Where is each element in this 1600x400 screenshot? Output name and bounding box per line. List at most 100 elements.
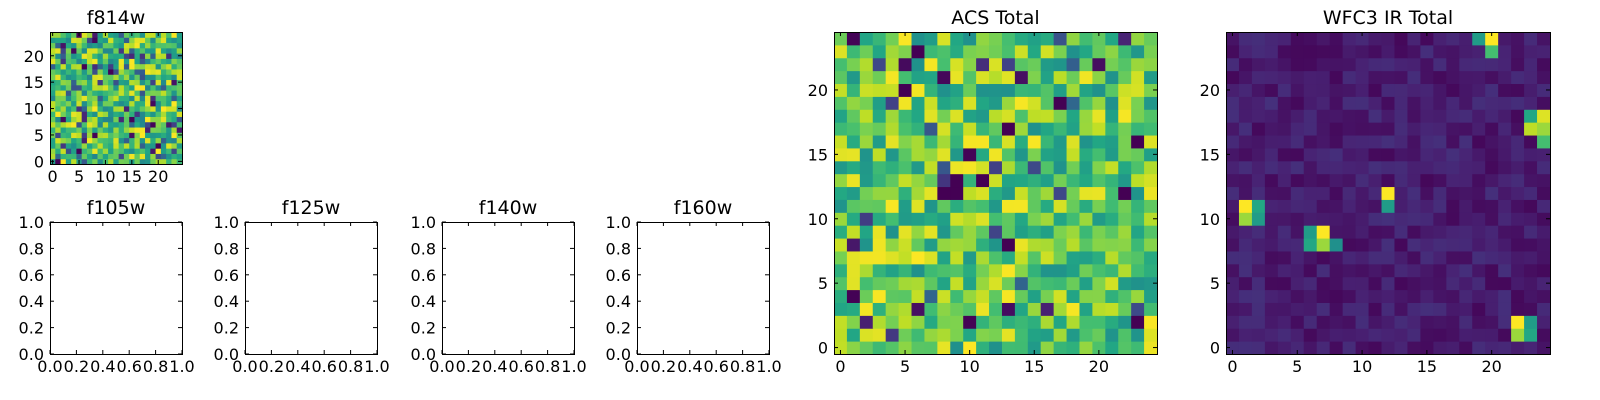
heatmap-cell <box>859 250 874 265</box>
heatmap-cell <box>55 79 62 86</box>
heatmap-cell <box>1511 135 1525 149</box>
heatmap-cell <box>145 132 151 139</box>
heatmap-cell <box>885 32 900 46</box>
heatmap-cell <box>989 70 1003 85</box>
heatmap-cell <box>834 225 848 239</box>
heatmap-cell <box>145 79 151 86</box>
heatmap-cell <box>1290 315 1305 329</box>
heatmap-cell <box>1131 122 1145 136</box>
heatmap-cell <box>60 68 67 75</box>
heatmap-cell <box>160 100 167 107</box>
heatmap-cell <box>1433 160 1447 175</box>
heatmap-cell <box>1316 199 1331 213</box>
heatmap-cell <box>102 58 109 65</box>
heatmap-cell <box>1303 96 1318 110</box>
heatmap-cell <box>1420 160 1434 175</box>
heatmap-cell <box>846 199 861 213</box>
heatmap-cell <box>1537 341 1551 355</box>
heatmap-cell <box>1498 341 1512 355</box>
heatmap-cell <box>1144 250 1158 265</box>
heatmap-cell <box>1368 44 1383 59</box>
heatmap-cell <box>118 105 125 112</box>
heatmap-cell <box>155 142 162 149</box>
heatmap-cell <box>1144 328 1158 342</box>
heatmap-cell <box>1131 83 1145 97</box>
heatmap-cell <box>1381 173 1395 188</box>
heatmap-cell <box>1316 186 1331 200</box>
heatmap-cell <box>1368 160 1383 175</box>
heatmap-cell <box>102 116 109 123</box>
heatmap-cell <box>1264 276 1279 291</box>
heatmap-cell <box>108 74 114 81</box>
heatmap-cell <box>885 315 900 329</box>
heatmap-cell <box>50 84 56 91</box>
heatmap-cell <box>1251 263 1266 278</box>
heatmap-cell <box>1433 44 1447 59</box>
heatmap-cell <box>1394 109 1408 123</box>
heatmap-cell <box>1342 263 1357 278</box>
heatmap-cell <box>150 95 157 102</box>
heatmap-cell <box>1066 263 1080 278</box>
heatmap-cell <box>950 70 964 85</box>
heatmap-cell <box>118 111 125 117</box>
heatmap-cell <box>76 79 83 86</box>
heatmap-cell <box>1105 199 1119 213</box>
heatmap-cell <box>859 212 874 226</box>
heatmap-cell <box>1027 212 1042 226</box>
heatmap-cell <box>129 63 135 70</box>
heatmap-cell <box>1329 147 1344 162</box>
heatmap-cell <box>1105 302 1119 316</box>
heatmap-cell <box>50 90 56 96</box>
heatmap-cell <box>1290 109 1305 123</box>
heatmap-cell <box>60 79 67 86</box>
heatmap-cell <box>1053 44 1068 59</box>
heatmap-cell <box>1446 186 1460 200</box>
heatmap-cell <box>1066 250 1080 265</box>
heatmap-cell <box>176 111 183 117</box>
heatmap-cell <box>872 186 887 200</box>
heatmap-cell <box>160 116 167 123</box>
heatmap-cell <box>71 142 77 149</box>
heatmap-cell <box>989 238 1003 252</box>
heatmap-cell <box>1329 32 1344 46</box>
axes-frame <box>50 32 183 165</box>
heatmap-cell <box>1498 70 1512 85</box>
heatmap-cell <box>171 37 178 44</box>
heatmap-cell <box>118 68 125 75</box>
axes-frame <box>245 222 378 355</box>
heatmap-cell <box>1485 135 1499 149</box>
heatmap-cell <box>1053 341 1068 355</box>
y-tick-label: 0.6 <box>606 266 631 285</box>
heatmap-cell <box>113 127 120 133</box>
heatmap-cell <box>1001 199 1016 213</box>
heatmap-cell <box>911 109 925 123</box>
heatmap-cell <box>55 95 62 102</box>
heatmap-cell <box>1264 83 1279 97</box>
heatmap-cell <box>1226 32 1240 46</box>
heatmap-cell <box>1118 315 1132 329</box>
heatmap-cell <box>1092 250 1106 265</box>
heatmap-cell <box>937 160 951 175</box>
heatmap-cell <box>1407 289 1421 303</box>
heatmap-cell <box>139 148 146 154</box>
heatmap-cell <box>1251 135 1266 149</box>
heatmap-cell <box>1105 225 1119 239</box>
heatmap-cell <box>950 199 964 213</box>
heatmap-cell <box>1226 238 1240 252</box>
heatmap-cell <box>65 121 72 128</box>
heatmap-cell <box>989 109 1003 123</box>
heatmap-cell <box>1342 212 1357 226</box>
heatmap-cell <box>1053 83 1068 97</box>
heatmap-cell <box>50 95 56 102</box>
heatmap-cell <box>1446 135 1460 149</box>
heatmap-cell <box>1144 135 1158 149</box>
heatmap-cell <box>1226 341 1240 355</box>
heatmap-cell <box>65 68 72 75</box>
heatmap-cell <box>1040 135 1055 149</box>
heatmap-cell <box>989 44 1003 59</box>
y-tick-label: 0 <box>1210 339 1220 358</box>
heatmap-cell <box>1226 302 1240 316</box>
heatmap-cell <box>1394 289 1408 303</box>
heatmap-cell <box>846 289 861 303</box>
heatmap-cell <box>1014 328 1029 342</box>
